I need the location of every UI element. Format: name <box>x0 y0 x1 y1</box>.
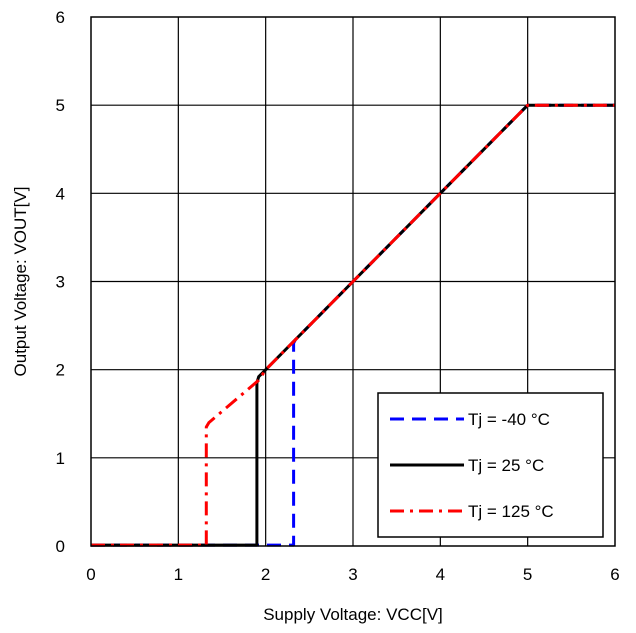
x-tick-label: 3 <box>348 565 357 584</box>
y-tick-label: 2 <box>56 361 65 380</box>
y-tick-labels: 0 1 2 3 4 5 6 <box>56 8 65 556</box>
series-layer <box>91 103 615 547</box>
y-tick-label: 3 <box>56 273 65 292</box>
legend: Tj = -40 °C Tj = 25 °C Tj = 125 °C <box>377 392 604 538</box>
x-tick-label: 0 <box>86 565 95 584</box>
x-tick-label: 6 <box>610 565 619 584</box>
plot-frame <box>90 16 616 547</box>
y-tick-label: 6 <box>56 8 65 27</box>
legend-label: Tj = -40 °C <box>468 410 550 429</box>
y-tick-label: 5 <box>56 96 65 115</box>
x-tick-labels: 0 1 2 3 4 5 6 <box>86 565 619 584</box>
y-tick-label: 0 <box>56 537 65 556</box>
x-tick-label: 5 <box>523 565 532 584</box>
y-tick-label: 1 <box>56 449 65 468</box>
legend-label: Tj = 125 °C <box>468 502 554 521</box>
legend-box <box>377 392 604 538</box>
x-tick-label: 1 <box>174 565 183 584</box>
x-tick-label: 2 <box>261 565 270 584</box>
series-line-3 <box>91 103 615 547</box>
x-axis-label: Supply Voltage: VCC[V] <box>263 605 443 624</box>
legend-label: Tj = 25 °C <box>468 456 544 475</box>
y-tick-label: 4 <box>56 184 65 203</box>
x-tick-label: 4 <box>436 565 445 584</box>
y-axis-label: Output Voltage: VOUT[V] <box>11 187 30 377</box>
